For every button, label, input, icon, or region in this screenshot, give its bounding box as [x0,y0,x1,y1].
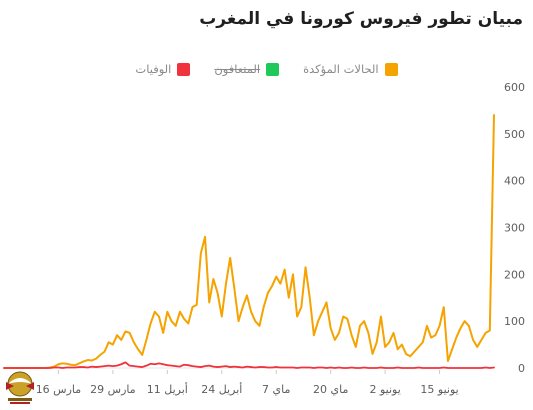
legend-item-recovered[interactable]: المتعافون [214,62,280,76]
legend-label-recovered: المتعافون [214,62,261,76]
y-tick-label: 500 [504,128,525,141]
x-tick-label: يونيو 15 [420,383,458,396]
legend-swatch-deaths [177,62,191,76]
y-tick-label: 100 [504,315,525,328]
y-tick-label: 0 [518,362,525,375]
y-tick-label: 300 [504,222,525,235]
emblem-icon [2,368,38,406]
legend-item-confirmed[interactable]: الحالات المؤكدة [303,62,398,76]
x-tick-label: مارس 16 [36,383,82,396]
x-tick-label: أبريل 24 [201,382,242,396]
legend-swatch-confirmed [384,62,398,76]
legend-label-deaths: الوفيات [135,62,172,76]
x-tick-label: ماي 20 [313,383,348,396]
legend-item-deaths[interactable]: الوفيات [135,62,191,76]
x-tick-label: أبريل 11 [147,382,188,396]
page-title: مبيان تطور فيروس كورونا في المغرب [199,9,523,29]
y-tick-label: 200 [504,268,525,281]
chart-legend: الحالات المؤكدة المتعافون الوفيات [0,62,533,76]
x-tick-label: ماي 7 [262,383,290,396]
y-tick-label: 400 [504,175,525,188]
series-line-deaths [3,361,495,369]
y-tick-label: 600 [504,81,525,94]
x-tick-label: مارس 29 [90,383,136,396]
x-tick-label: يونيو 2 [369,383,400,396]
series-line-confirmed [3,114,495,369]
legend-label-confirmed: الحالات المؤكدة [303,62,379,76]
legend-swatch-recovered [266,62,280,76]
